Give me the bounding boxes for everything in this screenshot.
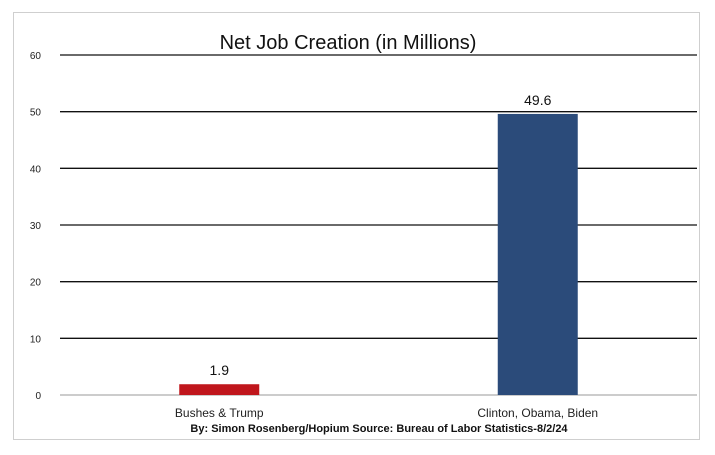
bars	[179, 113, 578, 395]
gridlines	[60, 54, 697, 396]
x-axis-ticks: Bushes & Trump Clinton, Obama, Biden	[175, 406, 598, 420]
y-axis-ticks: 0 10 20 30 40 50 60	[30, 51, 42, 402]
y-tick-label: 60	[30, 51, 42, 62]
x-tick-label: Bushes & Trump	[175, 406, 264, 420]
x-tick-label: Clinton, Obama, Biden	[477, 406, 598, 420]
chart-frame	[13, 12, 700, 440]
y-tick-label: 30	[30, 221, 42, 232]
y-tick-label: 20	[30, 278, 42, 289]
y-tick-label: 10	[30, 334, 42, 345]
chart-footer: By: Simon Rosenberg/Hopium Source: Burea…	[190, 423, 568, 435]
bar-data-labels: 1.9 49.6	[210, 92, 552, 378]
bar-data-label: 1.9	[210, 362, 230, 378]
bar-1	[179, 384, 260, 395]
bar-2	[497, 113, 578, 395]
y-tick-label: 50	[30, 108, 42, 119]
chart-title: Net Job Creation (in Millions)	[220, 32, 477, 54]
y-tick-label: 0	[35, 391, 41, 402]
y-tick-label: 40	[30, 164, 42, 175]
bar-data-label: 49.6	[524, 92, 551, 108]
